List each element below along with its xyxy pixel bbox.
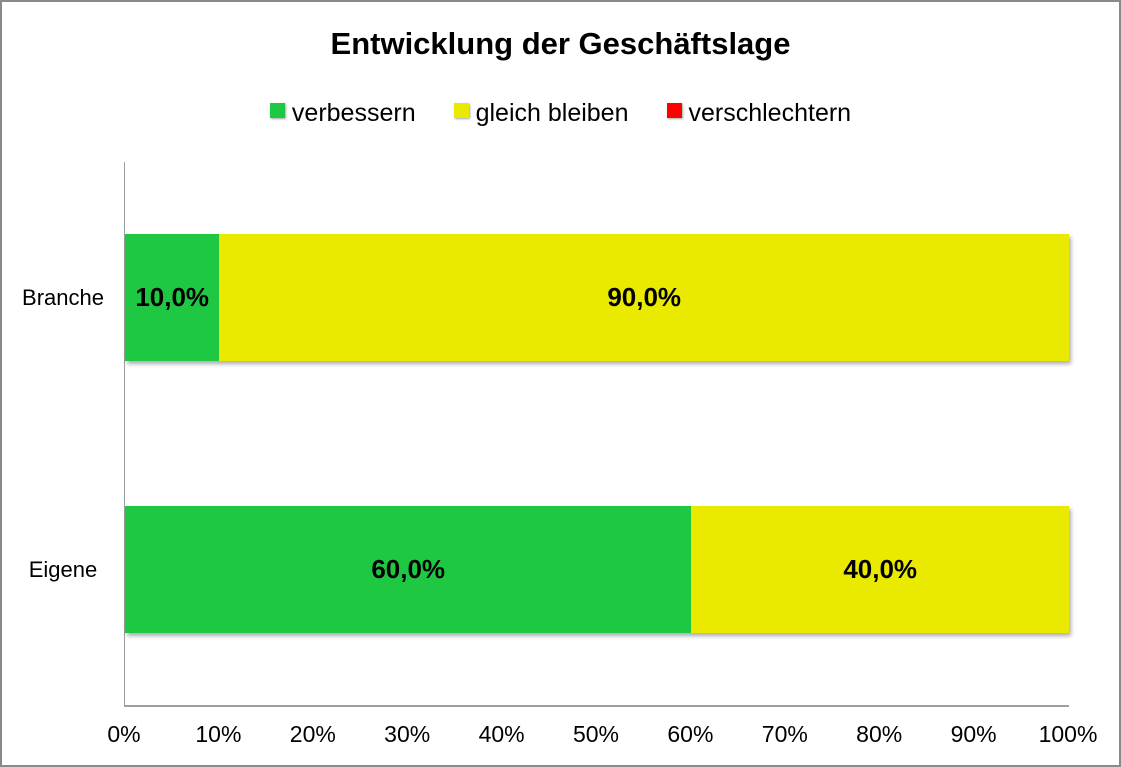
legend-label: gleich bleiben	[475, 99, 629, 127]
bar-segment-verbessern: 10,0%	[125, 234, 220, 361]
x-axis-tick-label: 20%	[289, 721, 336, 747]
plot-area: 10,0% 90,0% 60,0% 40,0%	[124, 162, 1069, 707]
bar-segment-gleich-bleiben: 90,0%	[219, 234, 1069, 361]
bar-value-label: 40,0%	[843, 554, 918, 584]
category-label: Eigene	[28, 556, 98, 582]
chart-legend: verbessern gleich bleiben verschlechtern	[2, 99, 1119, 128]
x-axis-tick-label: 90%	[950, 721, 997, 747]
x-axis-tick-label: 10%	[195, 721, 242, 747]
x-axis-tick-label: 70%	[761, 721, 808, 747]
x-axis-tick-label: 30%	[384, 721, 431, 747]
x-axis-tick-label: 40%	[478, 721, 525, 747]
chart-title: Entwicklung der Geschäftslage	[330, 26, 791, 61]
legend-label: verschlechtern	[688, 99, 852, 127]
bar-value-label: 90,0%	[607, 282, 682, 312]
x-axis-tick-label: 50%	[572, 721, 620, 747]
bar-segment-gleich-bleiben: 40,0%	[691, 506, 1069, 633]
bar-segment-verbessern: 60,0%	[125, 506, 692, 633]
x-axis-tick-label: 60%	[667, 721, 714, 747]
legend-item-gleich-bleiben: gleich bleiben	[453, 99, 629, 128]
legend-item-verschlechtern: verschlechtern	[666, 99, 852, 128]
legend-swatch-icon	[269, 103, 285, 118]
bar-row-eigene: 60,0% 40,0%	[125, 506, 1069, 633]
category-label: Branche	[22, 284, 104, 310]
bar-value-label: 60,0%	[371, 554, 446, 584]
bar-row-branche: 10,0% 90,0%	[125, 234, 1069, 361]
legend-item-verbessern: verbessern	[269, 99, 416, 128]
x-axis-tick-label: 100%	[1038, 721, 1098, 747]
x-axis-tick-label: 80%	[856, 721, 903, 747]
legend-label: verbessern	[291, 99, 416, 127]
legend-swatch-icon	[666, 103, 682, 118]
x-axis-tick-label: 0%	[107, 721, 141, 747]
bar-value-label: 10,0%	[135, 282, 210, 312]
legend-swatch-icon	[453, 103, 469, 118]
